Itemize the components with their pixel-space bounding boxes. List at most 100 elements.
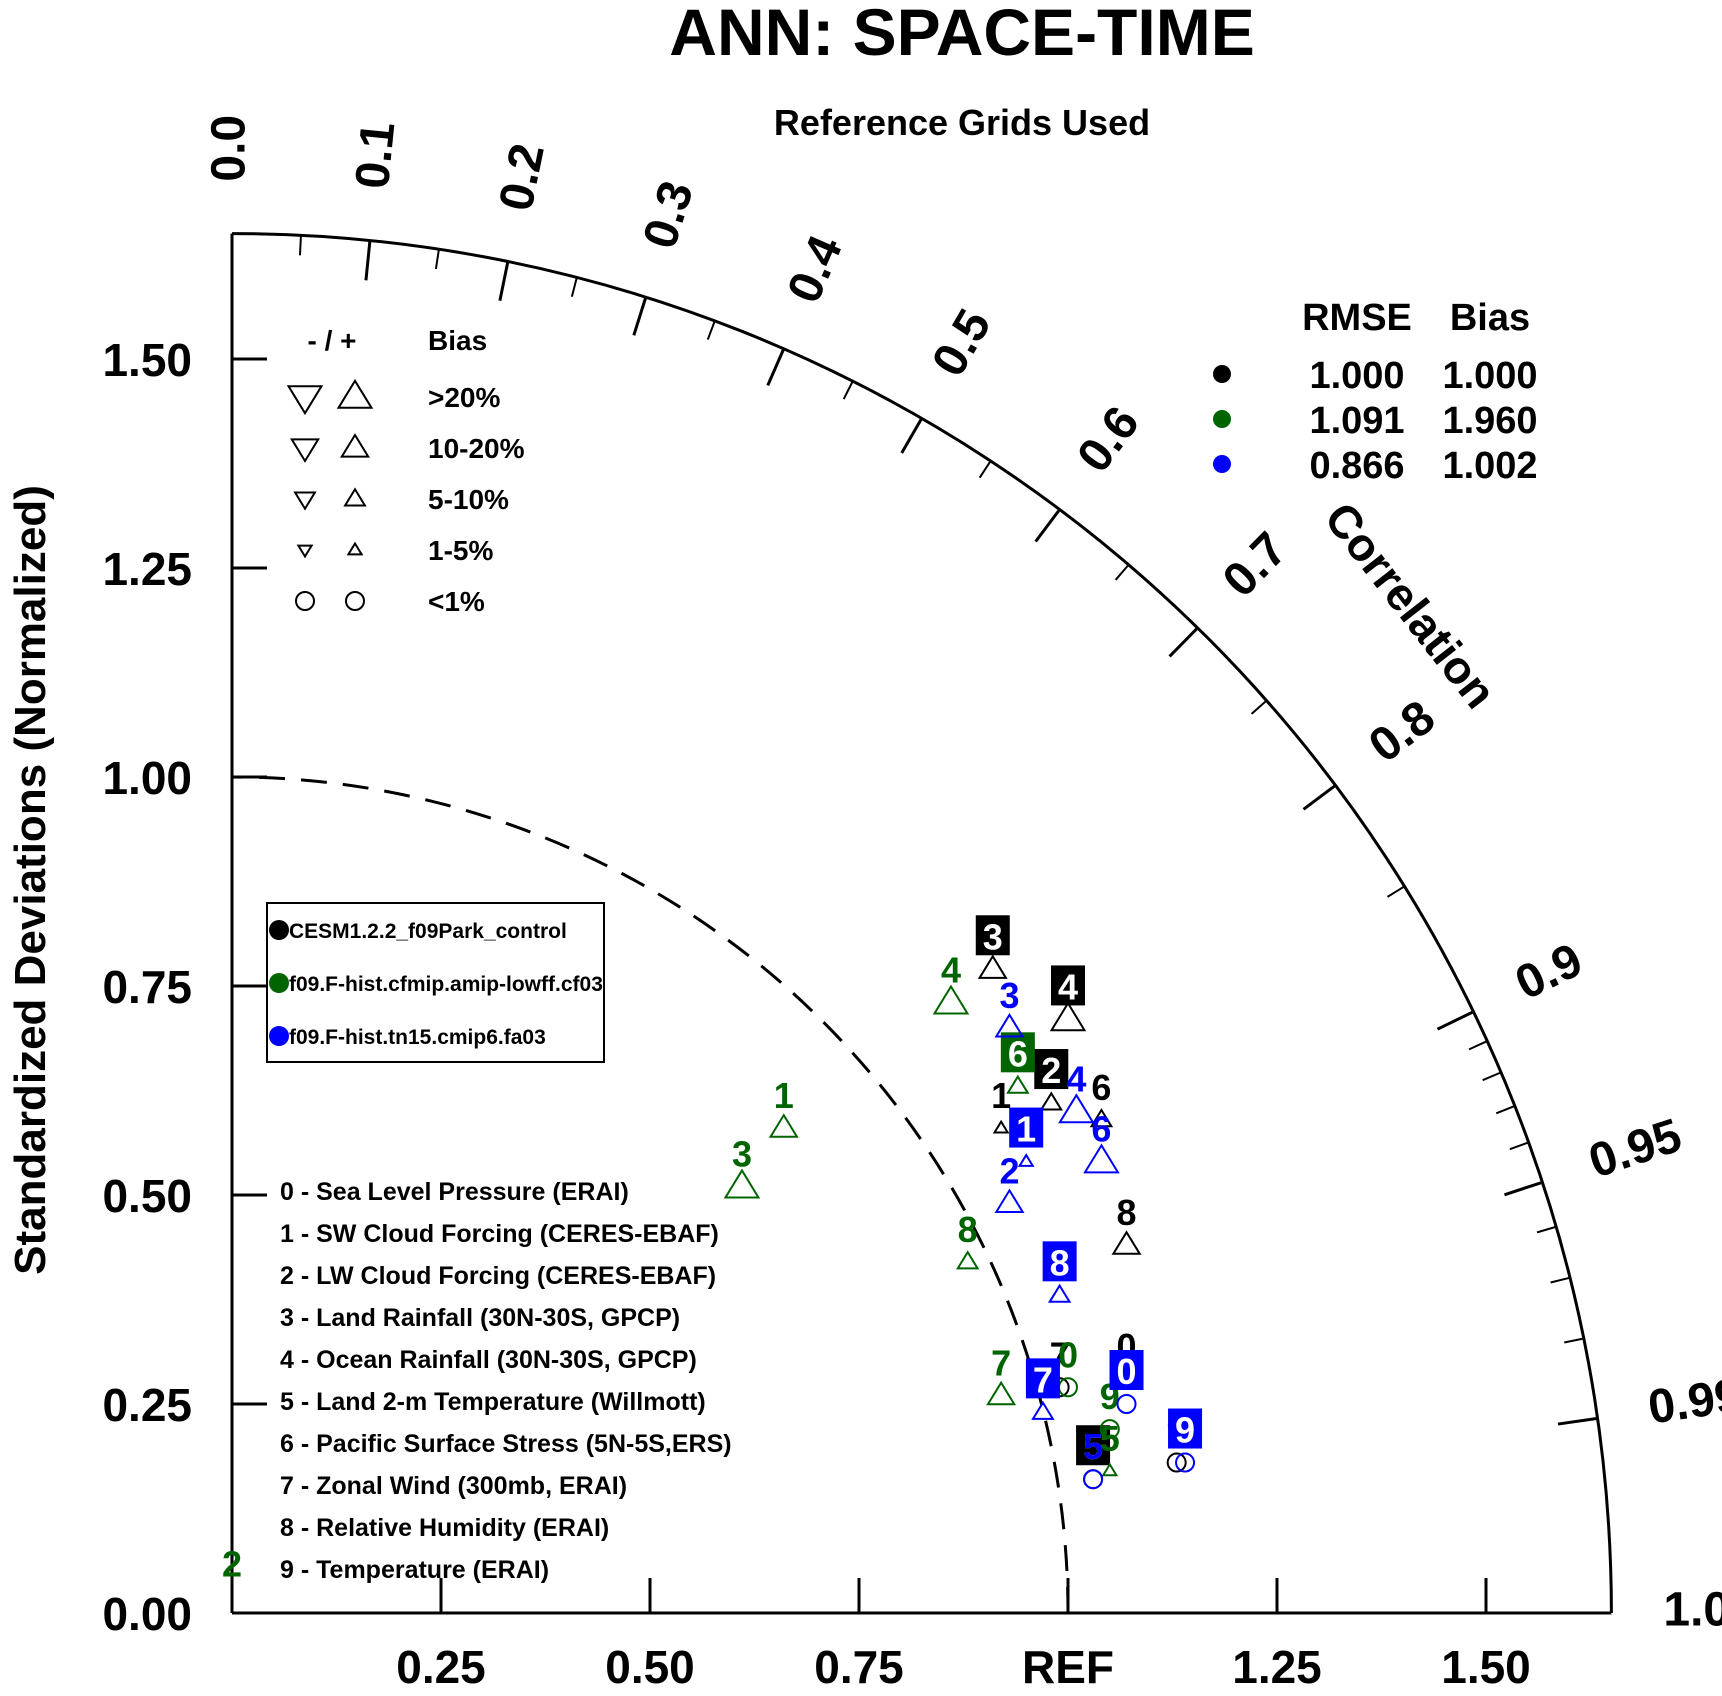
- case-legend-name: f09.F-hist.tn15.cmip6.fa03: [289, 1026, 546, 1049]
- data-point-label: 2: [222, 1543, 242, 1584]
- x-tick-label: 1.25: [1232, 1641, 1322, 1693]
- reference-arc: [231, 775, 1070, 1614]
- bias-legend-label: >20%: [428, 382, 500, 413]
- corr-minor-tick: [1509, 1141, 1529, 1151]
- data-point-marker: [1083, 1469, 1104, 1490]
- data-point-label: 8: [1117, 1192, 1137, 1233]
- data-point-label: 1: [991, 1075, 1011, 1116]
- corr-minor-tick: [1114, 564, 1130, 581]
- data-point-label: 3: [983, 916, 1003, 957]
- data-point-marker: [1047, 1283, 1072, 1303]
- data-point-label: 6: [1091, 1109, 1111, 1150]
- corr-minor-tick: [1550, 1276, 1571, 1284]
- data-point-marker: [1031, 1400, 1055, 1420]
- bias-legend-plus-marker: [336, 378, 374, 409]
- data-point-marker: [1111, 1230, 1142, 1255]
- corr-minor-tick: [1386, 885, 1406, 898]
- chart-subtitle: Reference Grids Used: [774, 102, 1150, 143]
- corr-tick-label: 0.2: [490, 139, 555, 215]
- variable-legend-item: 6 - Pacific Surface Stress (5N-5S,ERS): [280, 1430, 732, 1458]
- data-point-label: 0: [1117, 1351, 1137, 1392]
- y-tick-label: 1.00: [102, 752, 192, 804]
- corr-minor-tick: [1495, 1105, 1516, 1115]
- variable-legend-item: 4 - Ocean Rainfall (30N-30S, GPCP): [280, 1346, 697, 1374]
- data-point-marker: [1006, 1074, 1030, 1094]
- corr-tick: [632, 296, 648, 336]
- corr-tick-label: 1.0: [1663, 1584, 1722, 1637]
- corr-minor-tick: [1468, 1040, 1488, 1051]
- x-tick-label: 0.75: [814, 1641, 904, 1693]
- data-point-marker: [977, 954, 1008, 979]
- corr-tick-label: 0.0: [203, 115, 256, 182]
- corr-tick: [1557, 1416, 1598, 1426]
- data-point-label: 4: [1058, 966, 1078, 1007]
- stats-rmse-value: 1.000: [1309, 355, 1404, 397]
- data-point-marker: [1116, 1394, 1137, 1414]
- y-tick-label: 0.50: [102, 1170, 192, 1222]
- bias-legend-label: 5-10%: [428, 484, 509, 515]
- stats-rmse-value: 1.091: [1309, 400, 1404, 442]
- bias-legend-plus-marker: [345, 591, 365, 611]
- data-point-label-box: [1168, 1408, 1203, 1449]
- corr-tick-label: 0.4: [778, 228, 853, 311]
- bias-legend-plus-marker: [346, 541, 364, 556]
- stats-header-rmse: RMSE: [1302, 297, 1412, 339]
- data-point-label-box: [1109, 1350, 1144, 1390]
- bias-legend: - / + Bias >20% 10-20% 5-10% 1-5% <1%: [286, 325, 525, 617]
- variable-legend-item: 2 - LW Cloud Forcing (CERES-EBAF): [280, 1262, 716, 1290]
- x-tick-label: 0.50: [605, 1641, 695, 1693]
- corr-tick: [1302, 784, 1337, 811]
- case-legend-name: f09.F-hist.cfmip.amip-lowff.cf03: [289, 973, 603, 996]
- data-point-label: 3: [732, 1134, 752, 1175]
- stats-bias-value: 1.002: [1442, 445, 1537, 487]
- y-tick-label: 1.50: [102, 334, 192, 386]
- stats-color-dot: [1213, 410, 1231, 428]
- corr-tick: [1436, 1010, 1475, 1031]
- stats-rmse-value: 0.866: [1309, 445, 1404, 487]
- data-point-label-box: [1042, 1241, 1077, 1282]
- corr-minor-tick: [842, 380, 854, 400]
- data-point-label: 2: [999, 1150, 1019, 1191]
- data-point-label-box: [975, 915, 1010, 956]
- corr-tick-label: 0.7: [1213, 523, 1298, 608]
- data-point-marker: [932, 984, 970, 1015]
- variable-legend-item: 3 - Land Rainfall (30N-30S, GPCP): [280, 1304, 680, 1332]
- corr-tick: [498, 261, 510, 301]
- bias-legend-minus-marker: [290, 438, 320, 463]
- data-point-label: 2: [1041, 1050, 1061, 1091]
- case-legend-name: CESM1.2.2_f09Park_control: [289, 920, 567, 943]
- corr-tick-label: 0.9: [1507, 934, 1590, 1011]
- variable-legend: 0 - Sea Level Pressure (ERAI) 1 - SW Clou…: [280, 1178, 732, 1584]
- data-point-label: 6: [1091, 1067, 1111, 1108]
- corr-minor-tick: [570, 277, 578, 298]
- bias-legend-plus-marker: [340, 433, 370, 458]
- data-point-label: 1: [774, 1075, 794, 1116]
- data-point-label-box: [1051, 965, 1085, 1006]
- variable-legend-item: 0 - Sea Level Pressure (ERAI): [280, 1178, 629, 1206]
- corr-tick: [900, 417, 923, 454]
- data-point-label: 5: [1083, 1426, 1103, 1467]
- bias-legend-label: <1%: [428, 586, 485, 617]
- corr-tick-label: 0.5: [922, 301, 1001, 385]
- corr-minor-tick: [978, 460, 992, 479]
- data-point-label: 4: [1066, 1058, 1086, 1099]
- data-point-label: 5: [1083, 1426, 1103, 1467]
- data-point-label: 4: [941, 950, 961, 991]
- data-point-marker: [955, 1250, 980, 1270]
- bias-legend-label: 1-5%: [428, 535, 493, 566]
- stats-bias-value: 1.000: [1442, 355, 1537, 397]
- stats-color-dot: [1213, 365, 1231, 383]
- data-point-marker: [1101, 1462, 1119, 1477]
- case-legend-dot: [269, 920, 289, 940]
- bias-legend-minus-marker: [293, 491, 317, 511]
- stats-color-dot: [1213, 455, 1231, 473]
- data-point-marker: [1175, 1452, 1196, 1473]
- data-point-marker: [1083, 1143, 1120, 1174]
- data-point-label: 8: [1050, 1242, 1070, 1283]
- bias-legend-sign-header: - / +: [307, 325, 356, 356]
- variable-legend-item: 1 - SW Cloud Forcing (CERES-EBAF): [280, 1220, 719, 1248]
- bias-legend-bias-header: Bias: [428, 325, 487, 356]
- corr-tick: [364, 240, 372, 281]
- variable-legend-item: 7 - Zonal Wind (300mb, ERAI): [280, 1472, 627, 1500]
